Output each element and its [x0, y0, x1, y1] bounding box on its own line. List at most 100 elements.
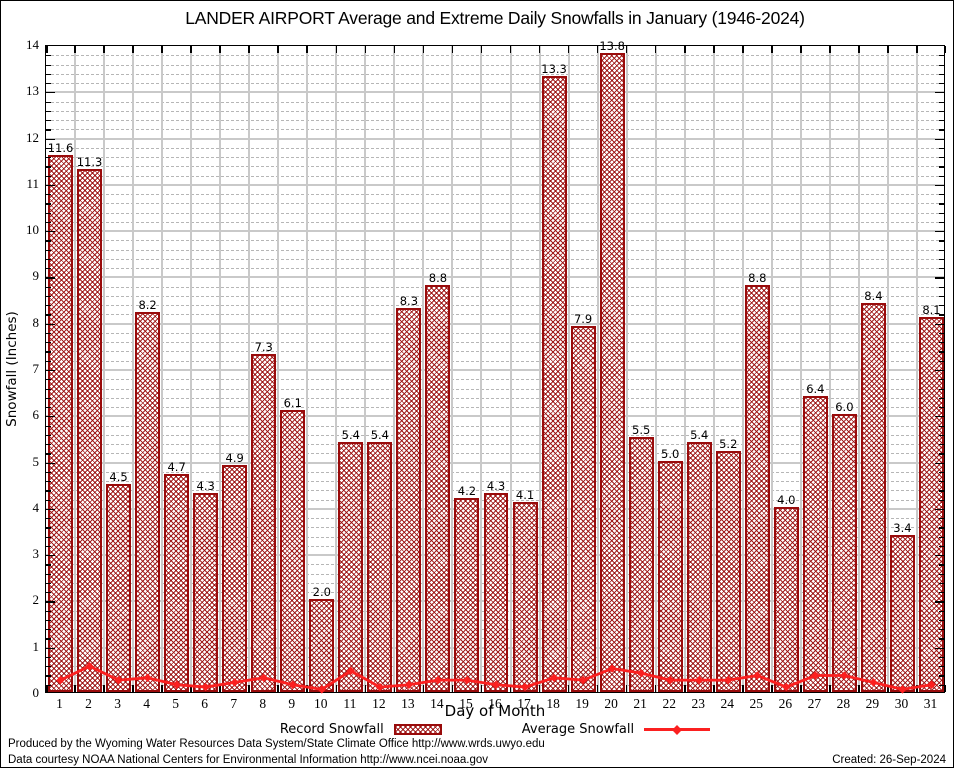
v-gridline	[103, 46, 106, 692]
h-gridline-major	[46, 276, 944, 279]
v-gridline	[248, 46, 251, 692]
x-tick-label: 13	[401, 696, 415, 711]
x-tick-label: 9	[288, 696, 296, 711]
v-gridline	[857, 46, 860, 692]
x-tick-bottom	[625, 685, 628, 692]
y-tick-right	[939, 675, 944, 677]
y-tick-left	[46, 582, 51, 585]
line-marker-day-6	[201, 682, 210, 692]
line-marker-day-17	[520, 682, 530, 692]
bar-value-label: 4.5	[109, 469, 128, 484]
line-marker-day-16	[491, 680, 501, 689]
bar-value-label: 4.2	[457, 483, 477, 498]
y-tick-right	[935, 138, 944, 140]
x-tick-top	[654, 46, 657, 53]
v-gridline	[625, 46, 628, 692]
h-gridline-minor	[46, 268, 944, 270]
y-tick-right	[939, 518, 944, 520]
v-gridline	[219, 46, 222, 692]
x-tick-label: 8	[259, 696, 267, 711]
v-gridline	[161, 46, 164, 692]
x-tick-bottom	[741, 685, 744, 692]
y-tick-left	[46, 481, 51, 483]
bar-value-label: 8.1	[922, 303, 941, 318]
y-tick-right	[939, 129, 944, 131]
h-gridline-minor	[46, 249, 944, 251]
x-tick-bottom	[74, 685, 76, 692]
x-tick-top	[393, 46, 396, 53]
h-gridline-minor	[46, 434, 944, 436]
bar-day-22	[657, 460, 683, 692]
y-tick-right	[939, 314, 944, 316]
average-snowfall-line	[56, 662, 936, 694]
y-tick-right	[935, 231, 944, 233]
line-marker-day-18	[549, 673, 559, 682]
y-tick-right	[939, 305, 944, 307]
x-tick-bottom	[46, 685, 48, 692]
v-gridline	[567, 46, 570, 692]
y-tick-right	[935, 555, 944, 557]
y-tick-right	[939, 527, 944, 529]
line-marker-day-30	[898, 685, 907, 694]
bar-day-11	[338, 442, 364, 692]
v-gridline	[422, 46, 425, 692]
bar-day-17	[512, 502, 538, 692]
y-tick-left	[46, 647, 55, 649]
y-tick-right	[939, 258, 944, 261]
y-tick-right	[939, 397, 944, 399]
line-marker-day-9	[288, 680, 297, 689]
y-tick-right	[939, 407, 944, 409]
y-tick-right	[939, 619, 944, 622]
y-tick-right	[939, 157, 944, 159]
y-tick-label: 13	[26, 83, 39, 99]
line-marker-day-11	[346, 666, 356, 676]
x-tick-top	[103, 46, 105, 53]
bar-value-label: 8.8	[748, 270, 767, 285]
y-tick-right	[939, 434, 944, 436]
h-gridline-minor	[46, 55, 944, 57]
y-tick-right	[939, 564, 944, 566]
y-tick-right	[939, 64, 944, 66]
y-tick-right	[939, 351, 944, 353]
x-tick-top	[887, 46, 889, 53]
y-tick-right	[939, 536, 944, 538]
y-tick-right	[935, 601, 944, 603]
x-tick-label: 30	[894, 696, 909, 711]
footer-row: Data courtesy NOAA National Centers for …	[8, 754, 946, 766]
y-tick-left	[46, 332, 51, 335]
h-gridline-minor	[46, 471, 944, 473]
y-tick-left	[46, 370, 55, 372]
y-tick-left	[46, 305, 51, 307]
y-tick-left	[46, 379, 51, 381]
y-tick-left	[46, 675, 51, 677]
y-tick-left	[46, 629, 51, 631]
y-tick-left	[46, 638, 51, 640]
v-gridline	[480, 46, 483, 692]
line-marker-icon	[672, 724, 683, 735]
x-tick-bottom	[654, 685, 657, 692]
bar-day-28	[831, 414, 857, 692]
y-tick-right	[939, 332, 944, 335]
bar-day-4	[135, 312, 161, 692]
y-tick-right	[939, 55, 944, 57]
line-marker-day-27	[811, 671, 820, 680]
line-marker-day-25	[753, 671, 762, 680]
h-gridline-minor	[46, 332, 944, 334]
y-tick-right	[939, 453, 944, 455]
chart-title: LANDER AIRPORT Average and Extreme Daily…	[185, 8, 805, 28]
h-gridline-minor	[46, 397, 944, 399]
x-tick-bottom	[248, 685, 251, 692]
y-tick-right	[939, 110, 944, 112]
y-tick-left	[46, 184, 55, 187]
y-tick-left	[46, 508, 55, 511]
line-marker-day-4	[143, 673, 152, 682]
bar-day-1	[48, 155, 73, 692]
v-gridline	[451, 46, 454, 692]
y-tick-right	[935, 416, 944, 418]
y-tick-right	[939, 490, 944, 492]
y-tick-left	[46, 619, 51, 622]
x-tick-label: 20	[604, 696, 618, 711]
y-tick-right	[939, 666, 944, 668]
bar-value-label: 5.0	[661, 446, 680, 461]
bar-value-label: 6.4	[806, 381, 825, 396]
